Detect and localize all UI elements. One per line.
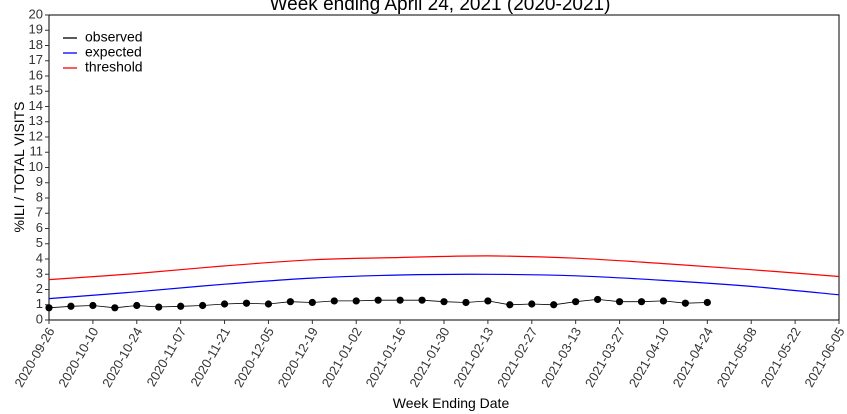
data-point-observed bbox=[637, 298, 646, 306]
x-tick-label: 2021-03-27 bbox=[582, 325, 628, 390]
y-tick-label: 5 bbox=[36, 235, 43, 250]
y-tick-label: 17 bbox=[29, 52, 43, 67]
x-tick-label: 2020-12-19 bbox=[275, 325, 321, 390]
y-tick-label: 6 bbox=[36, 220, 43, 235]
data-point-observed bbox=[286, 298, 294, 306]
y-tick-label: 3 bbox=[36, 266, 43, 281]
x-tick-label: 2021-05-22 bbox=[757, 325, 803, 390]
x-tick-label: 2021-04-24 bbox=[670, 325, 716, 390]
x-tick-label: 2021-02-13 bbox=[450, 325, 496, 390]
x-tick-label: 2020-10-24 bbox=[99, 325, 145, 390]
data-point-observed bbox=[133, 301, 141, 310]
y-tick-label: 13 bbox=[29, 113, 43, 128]
data-point-observed bbox=[67, 302, 75, 310]
y-tick-label: 12 bbox=[29, 128, 43, 143]
data-point-observed bbox=[659, 297, 668, 305]
data-point-observed bbox=[242, 299, 251, 307]
x-tick-label: 2021-05-08 bbox=[714, 325, 760, 390]
x-tick-label: 2020-12-05 bbox=[231, 325, 277, 390]
data-point-observed bbox=[528, 300, 536, 308]
x-tick-label: 2021-04-10 bbox=[626, 325, 672, 390]
data-point-observed bbox=[374, 296, 382, 304]
x-tick-label: 2021-06-05 bbox=[801, 325, 847, 390]
data-point-observed bbox=[352, 297, 360, 305]
x-tick-label: 2021-01-30 bbox=[406, 325, 452, 390]
y-tick-label: 15 bbox=[29, 83, 43, 98]
data-point-observed bbox=[199, 301, 207, 310]
x-tick-label: 2021-02-27 bbox=[494, 325, 540, 390]
x-tick-label: 2021-01-02 bbox=[319, 325, 365, 390]
data-point-observed bbox=[264, 300, 273, 308]
legend-label-expected: expected bbox=[85, 44, 142, 60]
x-tick-label: 2020-09-26 bbox=[11, 325, 57, 390]
data-point-observed bbox=[45, 304, 53, 312]
chart-title: Week ending April 24, 2021 (2020-2021) bbox=[270, 0, 611, 15]
y-tick-label: 18 bbox=[29, 37, 43, 52]
data-point-observed bbox=[89, 301, 97, 310]
data-point-observed bbox=[550, 301, 558, 309]
y-tick-label: 7 bbox=[36, 205, 43, 220]
x-tick-label: 2021-01-16 bbox=[362, 325, 408, 390]
data-point-observed bbox=[594, 295, 602, 304]
data-point-observed bbox=[440, 298, 448, 306]
series-line-threshold bbox=[48, 255, 840, 281]
data-point-observed bbox=[506, 301, 514, 309]
data-point-observed bbox=[308, 298, 316, 307]
y-tick-label: 14 bbox=[29, 98, 43, 113]
y-tick-label: 20 bbox=[29, 6, 43, 21]
x-tick-label: 2020-11-07 bbox=[143, 325, 189, 389]
legend-label-observed: observed bbox=[85, 29, 143, 45]
y-tick-label: 0 bbox=[36, 311, 43, 326]
y-tick-label: 9 bbox=[36, 174, 43, 189]
data-point-observed bbox=[330, 297, 338, 305]
x-axis-title: Week Ending Date bbox=[393, 395, 510, 411]
data-point-observed bbox=[418, 296, 426, 304]
data-point-observed bbox=[220, 300, 229, 308]
y-tick-label: 19 bbox=[29, 22, 43, 37]
data-point-observed bbox=[681, 299, 689, 307]
y-axis-title: %ILI / TOTAL VISITS bbox=[11, 102, 27, 233]
x-tick-label: 2021-03-13 bbox=[538, 325, 584, 390]
x-tick-label: 2020-10-10 bbox=[55, 325, 101, 390]
data-point-observed bbox=[484, 297, 492, 305]
data-point-observed bbox=[572, 298, 580, 306]
data-point-observed bbox=[396, 296, 404, 304]
x-tick-label: 2020-11-21 bbox=[187, 325, 233, 389]
data-point-observed bbox=[155, 303, 163, 311]
x-axis: 2020-09-262020-10-102020-10-242020-11-07… bbox=[11, 320, 847, 390]
y-tick-label: 4 bbox=[36, 250, 43, 265]
data-point-observed bbox=[462, 298, 470, 307]
data-point-observed bbox=[615, 298, 624, 306]
data-point-observed bbox=[177, 302, 185, 310]
y-tick-label: 1 bbox=[36, 296, 43, 311]
y-tick-label: 16 bbox=[29, 67, 43, 82]
series-line-expected bbox=[48, 273, 840, 300]
y-tick-label: 8 bbox=[36, 189, 43, 204]
observed-points bbox=[45, 295, 711, 312]
y-tick-label: 11 bbox=[30, 144, 44, 159]
y-tick-label: 2 bbox=[36, 281, 43, 296]
data-point-observed bbox=[703, 298, 711, 307]
data-point-observed bbox=[111, 304, 119, 312]
legend-label-threshold: threshold bbox=[85, 59, 143, 75]
y-tick-label: 10 bbox=[29, 159, 43, 174]
